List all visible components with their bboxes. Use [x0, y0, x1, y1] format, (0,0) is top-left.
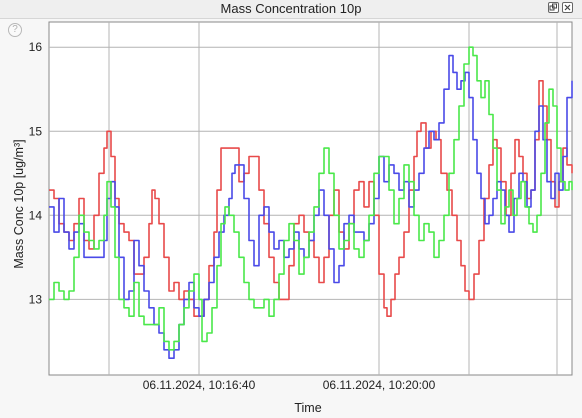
- y-axis-label: Mass Conc 10p [ug/m³]: [12, 139, 26, 269]
- close-window-icon[interactable]: [562, 2, 573, 13]
- window-titlebar: Mass Concentration 10p: [0, 0, 582, 19]
- window-title: Mass Concentration 10p: [220, 1, 362, 16]
- y-tick-label: 15: [29, 124, 43, 138]
- question-circle-icon[interactable]: ?: [8, 23, 22, 37]
- x-tick-label: 06.11.2024, 10:20:00: [323, 378, 436, 392]
- tick-labels: 13 14 15 16 06.11.2024, 10:16:40 06.11.2024, …: [29, 40, 436, 392]
- series-layer: [49, 46, 573, 359]
- restore-window-icon[interactable]: [548, 2, 559, 13]
- x-tick-label: 06.11.2024, 10:16:40: [143, 378, 256, 392]
- y-tick-label: 16: [29, 40, 43, 54]
- y-tick-label: 13: [29, 292, 43, 306]
- x-axis-label: Time: [294, 401, 322, 415]
- y-tick-label: 14: [29, 208, 43, 222]
- series-line-1: [49, 80, 573, 317]
- series-line-3: [49, 46, 573, 351]
